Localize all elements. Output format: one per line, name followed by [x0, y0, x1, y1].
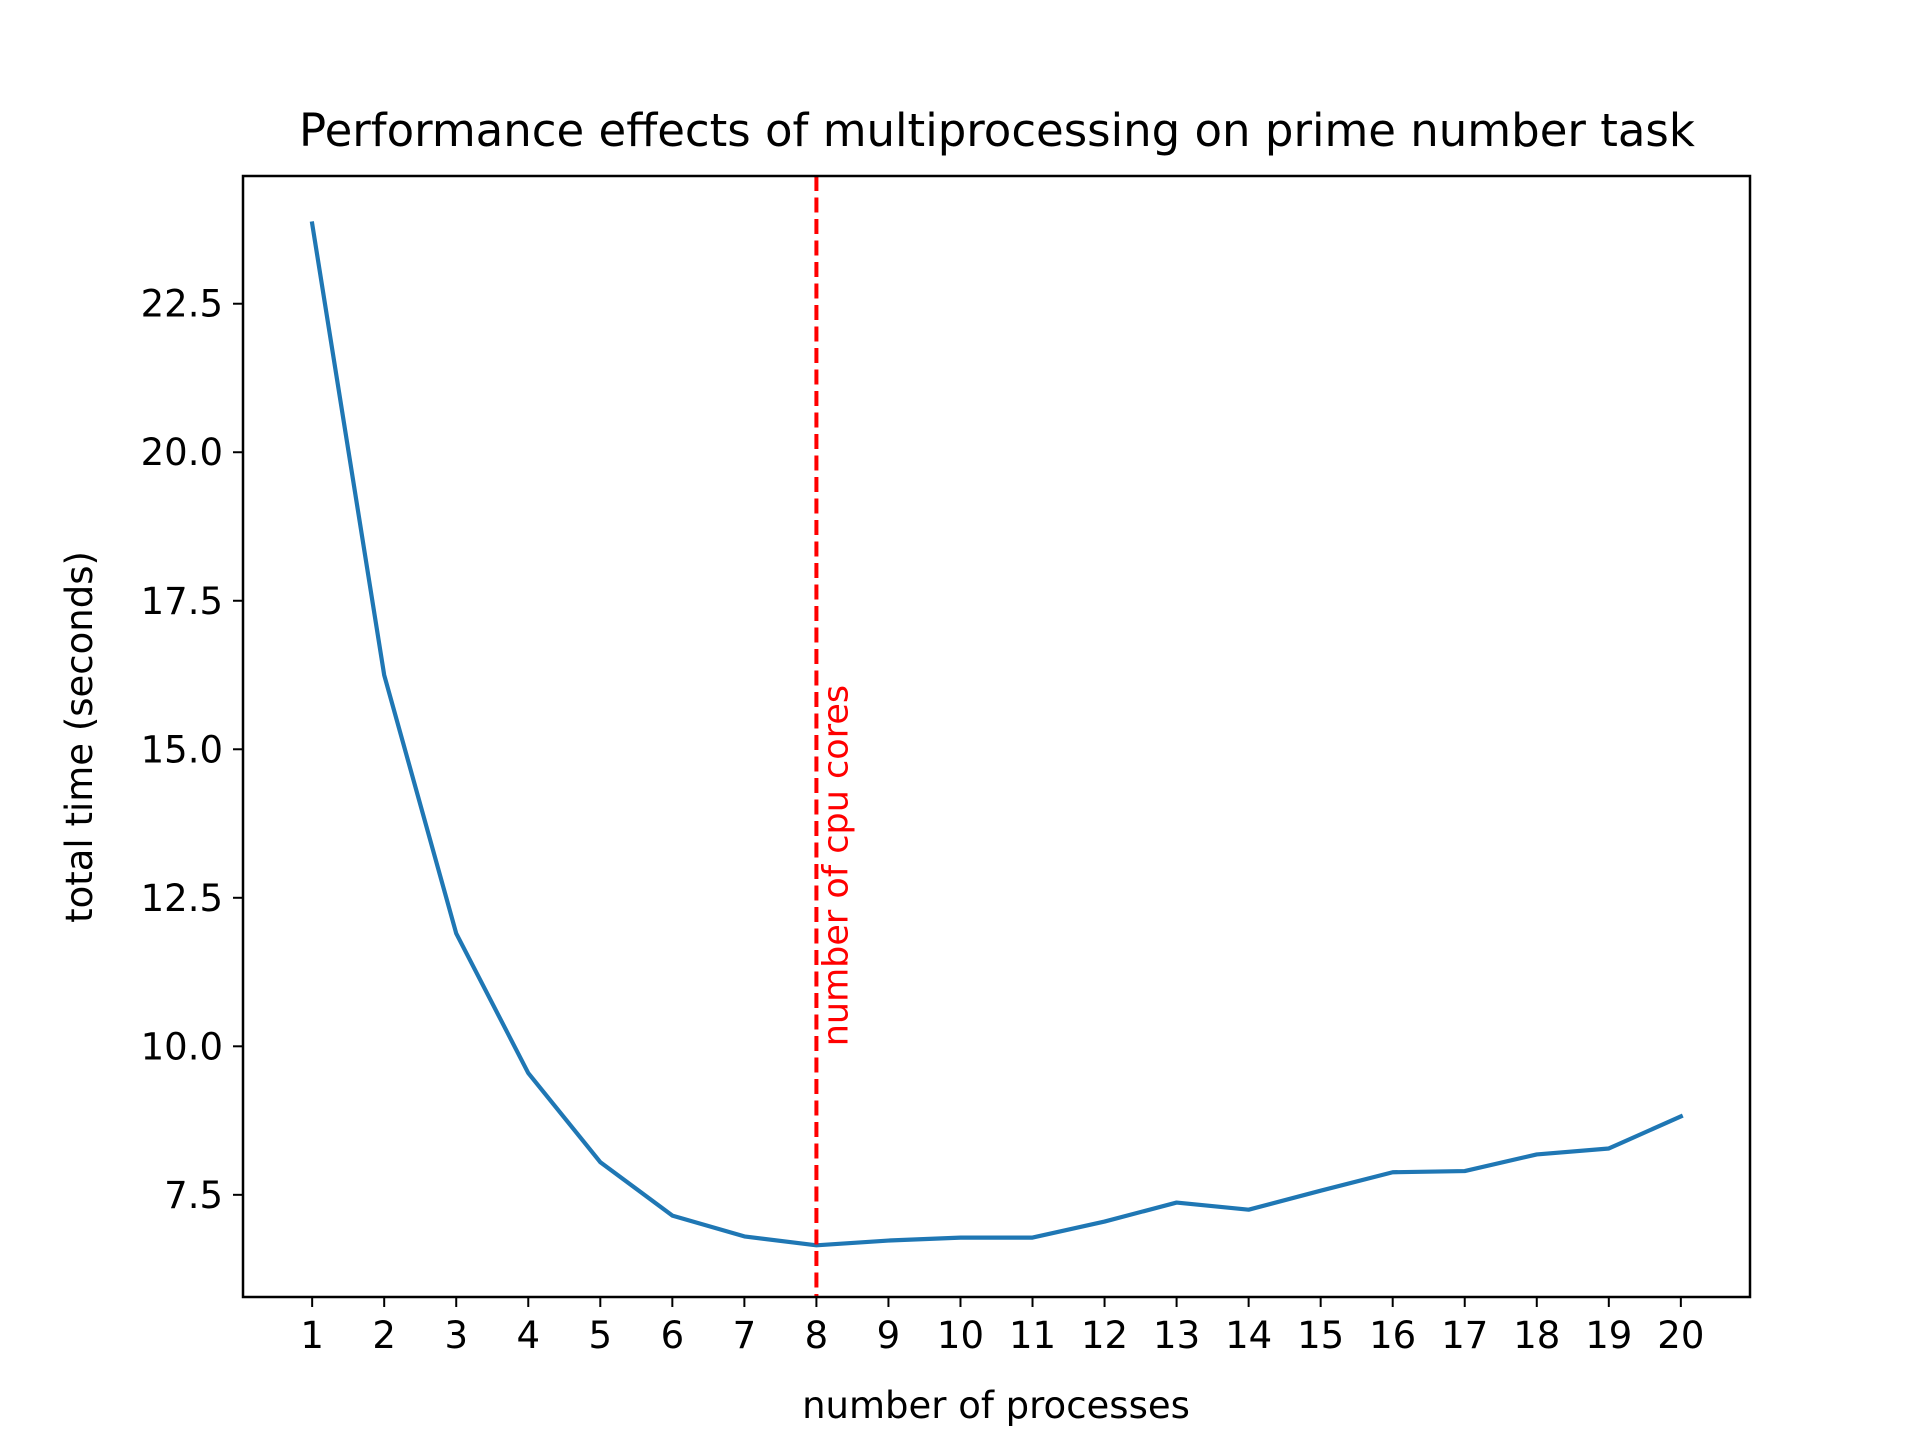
series-line-0	[312, 224, 1681, 1246]
x-tick-label-7: 7	[733, 1314, 757, 1357]
y-tick-label-7.5: 7.5	[164, 1174, 223, 1217]
y-tick-label-10.0: 10.0	[141, 1025, 223, 1068]
x-tick-label-9: 9	[877, 1314, 901, 1357]
x-tick-label-8: 8	[805, 1314, 829, 1357]
x-tick-label-6: 6	[661, 1314, 685, 1357]
plot-area: number of cpu cores	[312, 176, 1681, 1297]
x-axis-label: number of processes	[802, 1384, 1190, 1427]
x-tick-label-4: 4	[516, 1314, 540, 1357]
chart-title: Performance effects of multiprocessing o…	[299, 104, 1695, 157]
x-tick-label-5: 5	[589, 1314, 613, 1357]
x-tick-label-17: 17	[1441, 1314, 1488, 1357]
x-tick-label-11: 11	[1009, 1314, 1056, 1357]
y-tick-label-20.0: 20.0	[141, 431, 223, 474]
x-tick-label-15: 15	[1297, 1314, 1344, 1357]
y-axis: 7.5 10.0 12.5 15.0 17.5 20.0 22.5	[141, 283, 243, 1217]
x-tick-label-12: 12	[1081, 1314, 1128, 1357]
x-tick-label-10: 10	[937, 1314, 984, 1357]
x-tick-label-20: 20	[1657, 1314, 1704, 1357]
y-axis-label: total time (seconds)	[58, 551, 101, 923]
x-tick-label-2: 2	[372, 1314, 396, 1357]
x-tick-label-19: 19	[1585, 1314, 1632, 1357]
plot-frame	[243, 176, 1750, 1297]
x-tick-label-13: 13	[1153, 1314, 1200, 1357]
cpu-cores-label: number of cpu cores	[816, 685, 856, 1046]
y-tick-label-22.5: 22.5	[141, 283, 223, 326]
x-tick-label-18: 18	[1513, 1314, 1560, 1357]
x-tick-label-14: 14	[1225, 1314, 1272, 1357]
x-tick-label-3: 3	[444, 1314, 468, 1357]
x-tick-label-16: 16	[1369, 1314, 1416, 1357]
y-tick-label-17.5: 17.5	[141, 580, 223, 623]
x-tick-label-1: 1	[300, 1314, 324, 1357]
y-tick-label-15.0: 15.0	[141, 728, 223, 771]
y-tick-label-12.5: 12.5	[141, 877, 223, 920]
